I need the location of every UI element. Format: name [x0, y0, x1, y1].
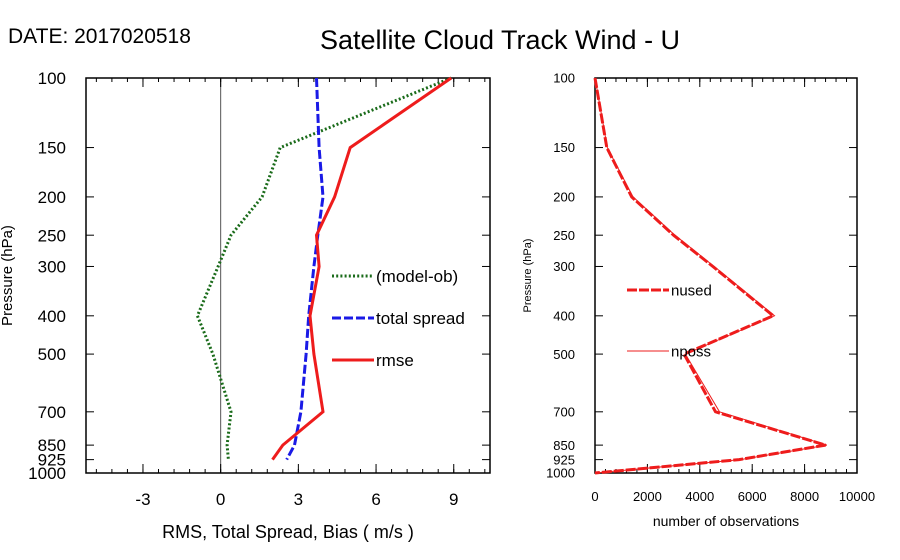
series-line-nposs	[594, 77, 828, 474]
chart-title: Satellite Cloud Track Wind - U	[320, 25, 680, 55]
x-tick-label: 8000	[790, 489, 819, 504]
y-tick-label: 700	[553, 404, 575, 419]
series-line-total-spread	[285, 77, 325, 461]
y-tick-label: 400	[38, 307, 66, 326]
plot-frame	[594, 77, 858, 474]
y-tick-label: 250	[553, 228, 575, 243]
legend-label: (model-ob)	[376, 267, 458, 286]
x-tick-label: 10000	[839, 489, 875, 504]
y-tick-label: 250	[38, 226, 66, 245]
y-tick-label: 1000	[28, 464, 66, 483]
y-tick-label: 300	[38, 258, 66, 277]
y-tick-label: 700	[38, 403, 66, 422]
y-tick-label: 925	[553, 452, 575, 467]
legend-label: rmse	[376, 351, 414, 370]
y-tick-label: 200	[553, 190, 575, 205]
series-line-rmse	[271, 76, 453, 461]
plot-frame	[85, 77, 491, 474]
x-tick-label: 3	[294, 490, 303, 509]
y-tick-label: 150	[553, 140, 575, 155]
legend-label: nused	[671, 282, 712, 299]
series-line-nused	[593, 77, 827, 475]
y-tick-label: 150	[38, 139, 66, 158]
y-tick-label: 100	[38, 69, 66, 88]
y-tick-label: 850	[38, 436, 66, 455]
x-tick-label: 4000	[685, 489, 714, 504]
y-tick-label: 300	[553, 259, 575, 274]
y-tick-label: 1000	[546, 466, 575, 481]
date-label: DATE: 2017020518	[8, 25, 191, 48]
x-tick-label: 0	[216, 490, 225, 509]
x-axis-label: number of observations	[653, 513, 799, 529]
x-tick-label: 2000	[633, 489, 662, 504]
y-tick-label: 925	[38, 451, 66, 470]
y-tick-label: 850	[553, 438, 575, 453]
series-line-model-ob	[195, 76, 452, 460]
x-tick-label: 6000	[738, 489, 767, 504]
x-tick-label: 9	[449, 490, 458, 509]
y-tick-label: 500	[38, 345, 66, 364]
y-tick-label: 400	[553, 308, 575, 323]
y-axis-label: Pressure (hPa)	[0, 225, 16, 326]
y-tick-label: 200	[38, 188, 66, 207]
legend-label: nposs	[671, 343, 711, 360]
x-tick-label: -3	[135, 490, 150, 509]
y-tick-label: 100	[553, 71, 575, 86]
legend-label: total spread	[376, 309, 465, 328]
y-axis-label: Pressure (hPa)	[522, 239, 534, 313]
y-tick-label: 500	[553, 347, 575, 362]
x-tick-label: 0	[591, 489, 598, 504]
x-tick-label: 6	[371, 490, 380, 509]
x-axis-label: RMS, Total Spread, Bias ( m/s )	[162, 522, 414, 542]
